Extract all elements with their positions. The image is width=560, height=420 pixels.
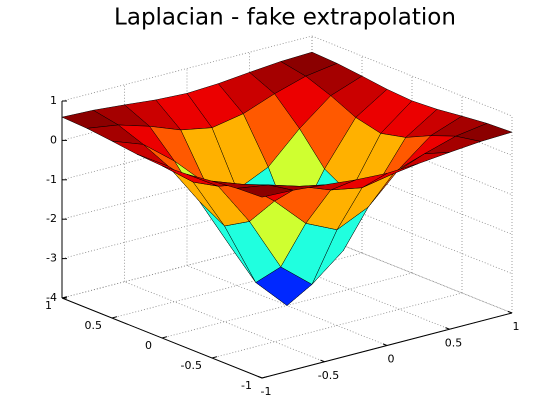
y-tick-label: -0.5: [181, 359, 202, 372]
z-tick-label: -3: [46, 252, 57, 265]
tick-mark: [507, 310, 513, 314]
x-tick-label: 0: [388, 353, 395, 366]
z-tick-label: -2: [46, 212, 57, 225]
tick-mark: [161, 336, 168, 339]
tick-mark: [445, 327, 450, 330]
y-tick-label: -1: [241, 379, 252, 392]
z-tick-label: -4: [46, 291, 57, 304]
y-tick-label: 0: [145, 339, 152, 352]
x-tick-label: -1: [261, 385, 272, 398]
z-tick-label: -1: [46, 173, 57, 186]
grid-line: [211, 292, 463, 359]
tick-mark: [257, 375, 263, 379]
tick-mark: [320, 359, 325, 363]
x-tick-label: -0.5: [318, 369, 339, 382]
y-tick-label: 0.5: [85, 319, 103, 332]
tick-mark: [382, 343, 388, 346]
z-tick-label: 0: [50, 133, 57, 146]
tick-mark: [61, 296, 68, 299]
chart-title: Laplacian - fake extrapolation: [114, 5, 456, 31]
grid-line: [61, 232, 313, 299]
y-tick-label: 1: [45, 299, 52, 312]
z-tick-label: 1: [50, 94, 57, 107]
x-tick-label: 0.5: [445, 336, 463, 349]
grid-line: [61, 35, 313, 102]
surface-patch: [236, 184, 294, 198]
grid-line: [111, 252, 363, 319]
x-tick-label: 1: [513, 320, 520, 333]
tick-mark: [211, 356, 218, 359]
tick-mark: [111, 316, 118, 319]
tick-mark: [261, 376, 268, 379]
